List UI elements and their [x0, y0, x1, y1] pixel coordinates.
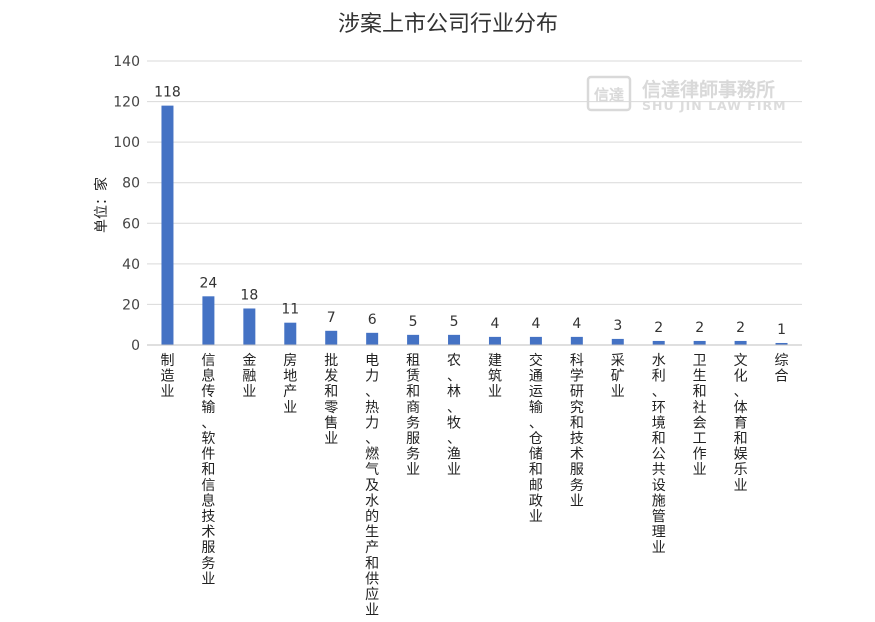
data-label: 18 [240, 287, 258, 303]
data-label: 6 [368, 312, 377, 328]
data-labels: 118 24 18 11 7 6 5 5 4 4 4 3 2 2 2 1 [154, 85, 786, 338]
bar [161, 105, 174, 345]
category-label: 农、林、牧、渔业 [447, 353, 461, 478]
bar [570, 336, 583, 345]
watermark: 信達 信達律師事務所 SHU JIN LAW FIRM [586, 75, 787, 113]
bar [734, 340, 747, 345]
data-label: 4 [491, 316, 500, 332]
watermark-seal [586, 75, 632, 112]
data-label: 118 [154, 85, 181, 101]
data-label: 4 [572, 316, 581, 332]
y-tick-label: 20 [122, 297, 140, 313]
y-tick-label: 60 [122, 216, 140, 232]
category-label: 卫生和社会工作业 [693, 353, 707, 478]
data-label: 5 [409, 314, 418, 330]
category-label: 租赁和商务服务业 [406, 353, 420, 478]
data-label: 2 [654, 320, 663, 336]
bar [284, 322, 297, 345]
bar [775, 342, 788, 345]
y-axis-label: 单位：家 [93, 177, 110, 233]
watermark-name-en: SHU JIN LAW FIRM [642, 98, 787, 113]
category-label: 制造业 [160, 353, 174, 400]
gridlines [147, 60, 802, 305]
y-tick-label: 140 [113, 54, 140, 70]
bars [161, 105, 788, 345]
data-label: 7 [327, 310, 336, 326]
y-tick-label: 100 [113, 135, 140, 151]
bar [529, 336, 542, 345]
category-label: 采矿业 [611, 353, 625, 400]
bar [325, 330, 338, 345]
category-label: 电力、热力、燃气及水的生产和供应业 [365, 353, 379, 619]
y-tick-label: 0 [131, 338, 140, 354]
y-axis-ticks: 0 20 40 60 80 100 120 140 [113, 54, 140, 354]
bar [448, 334, 461, 345]
category-label: 金融业 [242, 353, 256, 400]
data-label: 5 [450, 314, 459, 330]
data-label: 3 [613, 318, 622, 334]
y-tick-label: 120 [113, 95, 140, 111]
watermark-seal-text: 信達 [594, 86, 624, 104]
bar [488, 336, 501, 345]
data-label: 24 [199, 275, 217, 291]
category-label: 综合 [775, 353, 789, 385]
y-tick-label: 80 [122, 176, 140, 192]
y-tick-label: 40 [122, 257, 140, 273]
bar [243, 308, 256, 345]
category-label: 建筑业 [488, 353, 502, 400]
data-label: 2 [736, 320, 745, 336]
chart-title: 涉案上市公司行业分布 [338, 12, 558, 37]
category-label: 水利、环境和公共设施管理业 [652, 353, 666, 556]
bar [652, 340, 665, 345]
category-label: 批发和零售业 [324, 353, 338, 447]
data-label: 2 [695, 320, 704, 336]
bar [693, 340, 706, 345]
bar [611, 338, 624, 345]
category-label: 科学研究和技术服务业 [570, 353, 584, 509]
category-labels: 制造业 信息传输、软件和信息技术服务业 金融业 房地产业 批发和零售业 电力、热力、燃气及… [160, 352, 788, 619]
bar [202, 296, 215, 345]
category-label: 房地产业 [283, 353, 297, 416]
data-label: 1 [777, 322, 786, 338]
bar [366, 332, 379, 345]
category-label: 信息传输、软件和信息技术服务业 [201, 353, 215, 587]
bar [407, 334, 420, 345]
watermark-name-cn: 信達律師事務所 [642, 78, 775, 101]
category-label: 文化、体育和娱乐业 [734, 353, 748, 494]
data-label: 4 [531, 316, 540, 332]
data-label: 11 [281, 302, 299, 318]
category-label: 交通运输、仓储和邮政业 [529, 352, 543, 525]
